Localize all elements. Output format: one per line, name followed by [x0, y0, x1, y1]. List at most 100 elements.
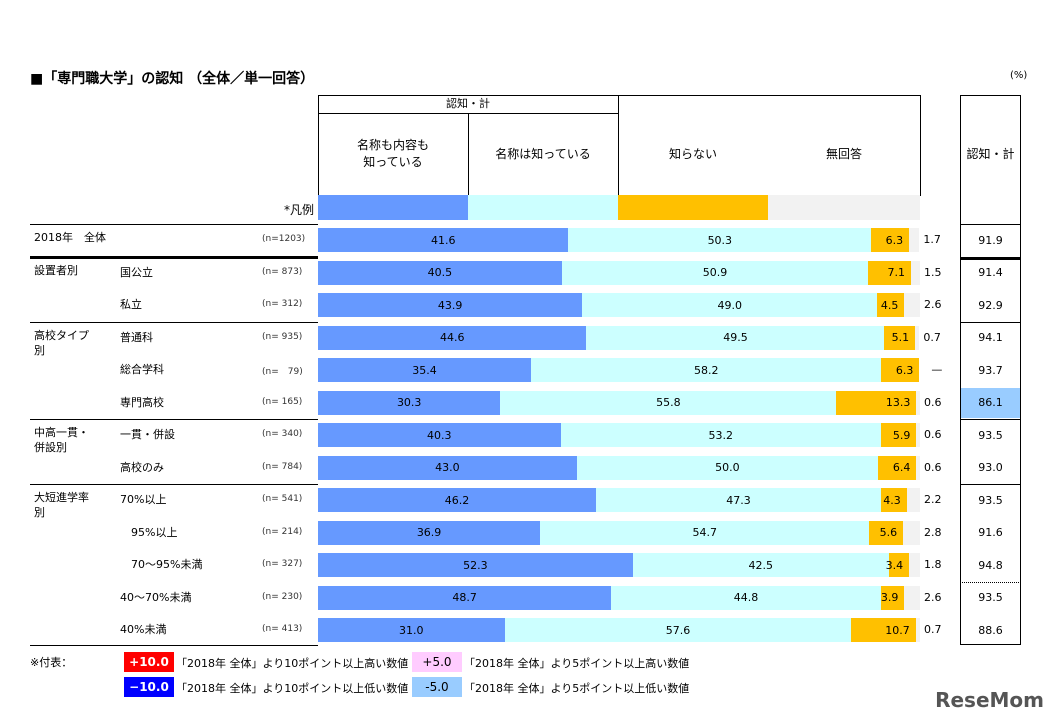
- total-divider: [960, 581, 1021, 583]
- bar-segment-2: 57.6: [504, 618, 852, 642]
- group-divider: [30, 255, 318, 259]
- bar-segment-3: 13.3: [836, 390, 917, 415]
- note-badge: -5.0: [412, 677, 462, 697]
- bar-segment-4: [916, 455, 920, 480]
- total-value: 91.4: [978, 266, 1003, 280]
- bar-value-4: —: [931, 363, 943, 376]
- bar-segment-1: 43.0: [318, 455, 577, 480]
- bar-segment-1: 30.3: [318, 390, 501, 415]
- bar-segment-2: 53.2: [560, 423, 881, 447]
- bar-segment-1: 43.9: [318, 293, 583, 317]
- bar-value-4: 0.7: [924, 623, 942, 636]
- total-value: 94.8: [978, 558, 1003, 572]
- row-group-label: 設置者別: [34, 263, 78, 277]
- divider: [618, 95, 619, 195]
- group-divider: [30, 419, 318, 420]
- bar-value-4: 0.6: [924, 395, 942, 409]
- row-n: (n= 413): [262, 624, 303, 634]
- row-n: (n= 312): [262, 299, 303, 309]
- bar-segment-3: 5.6: [869, 520, 904, 545]
- legend-swatch-1: [318, 195, 468, 220]
- bar-segment-2: 50.0: [576, 455, 878, 480]
- bar-segment-2: 50.3: [568, 228, 872, 252]
- bar-segment-1: 40.3: [318, 423, 561, 447]
- divider: [468, 113, 469, 195]
- row-n: (n= 541): [262, 494, 303, 504]
- bottom-divider: [30, 645, 318, 646]
- row-n: (n= 165): [262, 396, 303, 407]
- group-divider: [30, 224, 318, 225]
- total-value: 93.5: [978, 591, 1003, 605]
- bar-value-4: 0.6: [924, 460, 942, 474]
- total-divider: [960, 224, 1021, 225]
- total-header: 認知・計: [966, 146, 1015, 161]
- total-divider: [960, 256, 1021, 260]
- bar-value-4: 0.7: [923, 330, 941, 344]
- row-label: 普通科: [120, 330, 153, 344]
- row-label: 40%未満: [120, 623, 167, 636]
- bar-segment-1: 31.0: [318, 618, 505, 642]
- row-n: (n= 230): [262, 591, 303, 602]
- watermark-logo: ReseMom: [935, 688, 1044, 712]
- bar-segment-3: 6.3: [871, 228, 910, 252]
- legend-swatch-3: [618, 195, 768, 220]
- bar-segment-4: [909, 228, 920, 252]
- row-label: 総合学科: [120, 363, 164, 376]
- total-divider: [960, 321, 1021, 323]
- row-label: 一貫・併設: [120, 428, 175, 441]
- bar-segment-3: 3.4: [886, 553, 910, 577]
- bar-segment-2: 50.9: [561, 260, 869, 285]
- bar-segment-1: 52.3: [318, 553, 633, 577]
- bar-segment-1: 36.9: [318, 520, 541, 545]
- bar-segment-4: [915, 618, 920, 642]
- row-label: 95%以上: [120, 525, 178, 539]
- bar-segment-4: [915, 325, 920, 350]
- bar-segment-1: 46.2: [318, 488, 597, 512]
- total-column-box: [960, 95, 1021, 645]
- total-value: 93.5: [978, 428, 1003, 442]
- note-badge: −10.0: [124, 677, 174, 697]
- row-n: (n= 340): [262, 429, 303, 439]
- bar-segment-4: [916, 390, 920, 415]
- bar-segment-4: [916, 423, 920, 447]
- bar-segment-1: 40.5: [318, 260, 562, 285]
- header-col-4: 無回答: [825, 146, 862, 161]
- bar-segment-4: [904, 585, 920, 610]
- bar-segment-2: 54.7: [540, 520, 870, 545]
- row-label: 40～70%未満: [120, 590, 192, 604]
- total-value: 93.0: [978, 461, 1003, 475]
- row-group-label: 高校タイプ 別: [34, 328, 89, 357]
- header-group: 認知・計: [318, 95, 618, 114]
- total-value: 94.1: [978, 331, 1003, 345]
- total-divider: [960, 484, 1021, 485]
- bar-segment-3: 4.3: [880, 488, 907, 512]
- total-value: 88.6: [978, 623, 1003, 637]
- bar-segment-1: 48.7: [318, 585, 612, 610]
- legend-swatch-4: [768, 195, 920, 220]
- chart-title: ■「専門職大学」の認知 （全体／単一回答）: [30, 71, 315, 87]
- total-value: 92.9: [978, 298, 1003, 312]
- bar-segment-3: 5.1: [884, 325, 916, 350]
- notes-prefix: ※付表：: [30, 656, 73, 669]
- row-label: 高校のみ: [120, 460, 164, 474]
- row-n: (n= 873): [262, 266, 303, 277]
- total-value: 91.6: [978, 526, 1003, 540]
- total-divider: [960, 419, 1021, 420]
- bar-segment-1: 35.4: [318, 358, 532, 382]
- row-label: 専門高校: [120, 395, 164, 409]
- bar-value-4: 2.8: [924, 525, 942, 539]
- note-text: 「2018年 全体」より5ポイント以上低い数値: [464, 682, 690, 695]
- row-label: 国公立: [120, 265, 153, 279]
- note-badge: +5.0: [412, 652, 462, 672]
- bar-segment-3: 3.9: [881, 585, 905, 610]
- note-text: 「2018年 全体」より5ポイント以上高い数値: [464, 657, 690, 670]
- bar-segment-1: 41.6: [318, 228, 569, 252]
- row-n: (n= 327): [262, 559, 303, 569]
- group-divider: [30, 321, 318, 323]
- bar-segment-3: 4.5: [877, 293, 905, 317]
- bar-segment-2: 49.0: [582, 293, 878, 317]
- legend-swatch-2: [468, 195, 618, 220]
- bar-value-4: 0.6: [924, 428, 942, 441]
- row-n: (n= 214): [262, 526, 303, 537]
- bar-segment-2: 47.3: [596, 488, 881, 512]
